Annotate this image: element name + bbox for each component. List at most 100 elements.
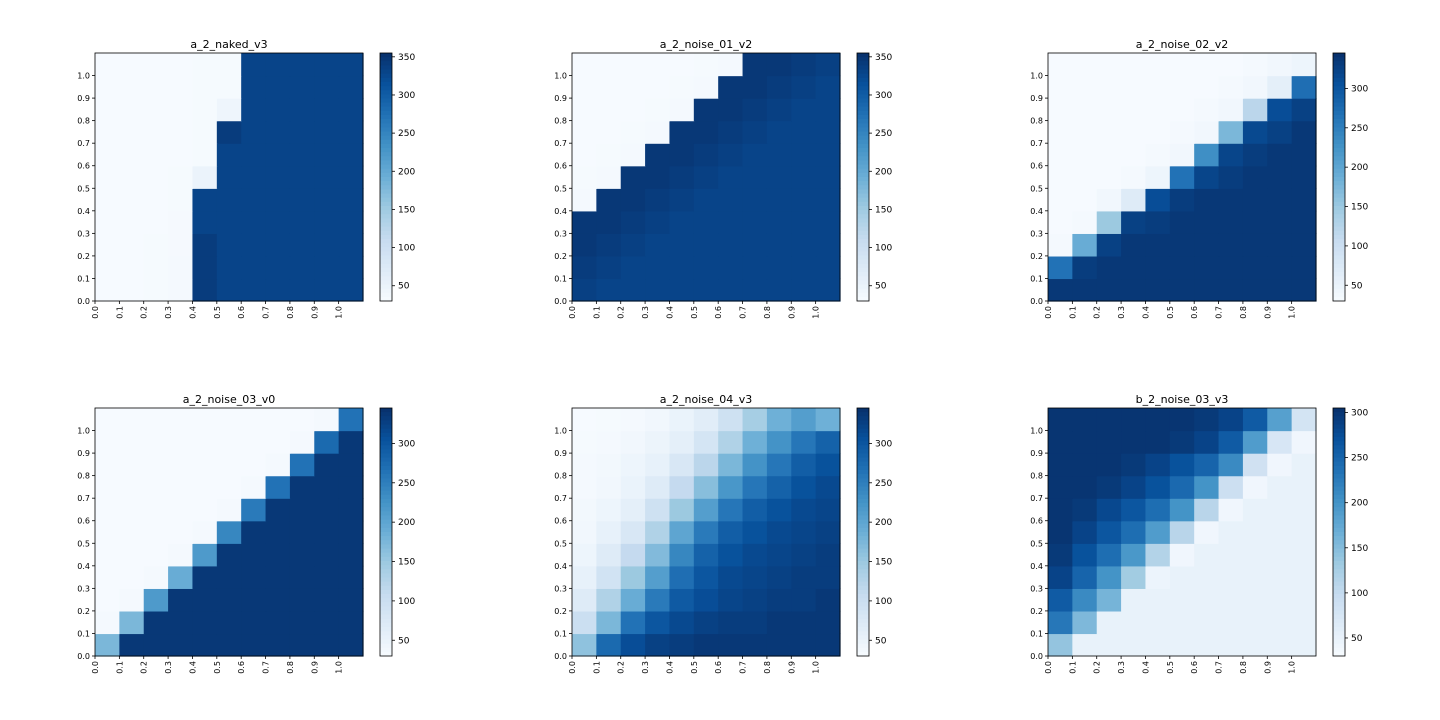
colorbar-segment: [380, 226, 392, 232]
y-tick-label: 0.2: [1030, 607, 1043, 616]
heatmap-cell: [289, 408, 315, 432]
heatmap-cell: [1194, 633, 1220, 657]
heatmap-cell: [620, 210, 646, 234]
heatmap-cell: [1218, 520, 1244, 544]
colorbar-segment: [380, 247, 392, 252]
heatmap-cell: [168, 278, 194, 302]
heatmap-cell: [265, 588, 291, 612]
colorbar-segment: [380, 639, 392, 645]
colorbar-segment: [380, 160, 392, 166]
colorbar-segment: [857, 449, 869, 454]
heatmap-cell: [791, 143, 817, 167]
heatmap-cell: [742, 498, 768, 522]
colorbar-segment: [857, 618, 869, 624]
x-tick-label: 0.7: [262, 306, 271, 319]
colorbar-segment: [380, 651, 392, 657]
colorbar-segment: [857, 490, 869, 496]
heatmap-cell: [314, 120, 340, 144]
colorbar-segment: [857, 288, 869, 294]
heatmap-cell: [572, 53, 597, 77]
heatmap-cell: [669, 633, 695, 657]
heatmap-cell: [669, 233, 695, 257]
heatmap-cell: [1096, 565, 1122, 589]
heatmap-cell: [620, 565, 646, 589]
y-tick-label: 0.6: [77, 517, 90, 526]
heatmap-cell: [289, 543, 315, 567]
heatmap-cell: [1072, 430, 1098, 454]
heatmap-cell: [1267, 588, 1293, 612]
heatmap-cell: [1145, 143, 1171, 167]
heatmap-cell: [1145, 408, 1171, 432]
colorbar-segment: [1333, 627, 1345, 632]
heatmap-cell: [168, 633, 194, 657]
colorbar-segment: [857, 589, 869, 595]
colorbar-segment: [380, 131, 392, 137]
heatmap-cell: [791, 53, 817, 77]
heatmap-cell: [143, 98, 169, 122]
heatmap-cell: [766, 188, 792, 212]
colorbar-segment: [857, 201, 869, 207]
heatmap-cell: [314, 210, 340, 234]
heatmap-cell: [1121, 188, 1147, 212]
heatmap-cell: [143, 210, 169, 234]
heatmap-cell: [1291, 143, 1317, 167]
heatmap-cell: [1048, 120, 1073, 144]
colorbar-segment: [1333, 540, 1345, 545]
colorbar-segment: [1333, 98, 1345, 104]
heatmap-cell: [143, 610, 169, 635]
colorbar-segment: [857, 577, 869, 583]
y-tick-label: 1.0: [554, 427, 567, 436]
panel-title: b_2_noise_03_v3: [1136, 393, 1229, 406]
heatmap-cell: [1267, 453, 1293, 477]
heatmap-cell: [742, 453, 768, 477]
heatmap-cell: [620, 233, 646, 257]
heatmap-cell: [95, 210, 120, 234]
colorbar-segment: [1333, 94, 1345, 99]
heatmap-cell: [1291, 210, 1317, 234]
colorbar-segment: [380, 486, 392, 492]
x-tick-label: 0.2: [1093, 661, 1102, 674]
heatmap-cell: [766, 120, 792, 144]
heatmap-cell: [693, 633, 719, 657]
heatmap-cell: [596, 75, 622, 99]
heatmap-cell: [1169, 610, 1195, 635]
colorbar-segment: [380, 296, 392, 302]
heatmap-cell: [1242, 610, 1268, 635]
heatmap-cell: [645, 98, 671, 122]
heatmap-cell: [143, 408, 169, 432]
x-tick-label: 0.2: [140, 306, 149, 319]
colorbar-segment: [380, 255, 392, 261]
heatmap-cell: [216, 588, 242, 612]
heatmap-cell: [216, 165, 242, 189]
colorbar-segment: [857, 86, 869, 91]
colorbar-segment: [1333, 581, 1345, 587]
heatmap-cell: [143, 75, 169, 99]
heatmap-cell: [572, 143, 597, 167]
x-tick-label: 0.5: [213, 661, 222, 674]
heatmap-cell: [1242, 233, 1268, 257]
colorbar-segment: [1333, 544, 1345, 550]
heatmap-cell: [1048, 143, 1073, 167]
heatmap-cell: [1145, 453, 1171, 477]
heatmap-cell: [620, 408, 646, 432]
heatmap-cell: [596, 453, 622, 477]
heatmap-cell: [168, 520, 194, 544]
heatmap-cell: [1145, 98, 1171, 122]
colorbar-segment: [857, 98, 869, 104]
colorbar-segment: [1333, 185, 1345, 190]
heatmap-cell: [645, 565, 671, 589]
heatmap-cell: [241, 520, 267, 544]
heatmap-cell: [95, 188, 120, 212]
colorbar-segment: [380, 594, 392, 599]
heatmap-cell: [338, 520, 364, 544]
x-tick-label: 0.0: [91, 661, 100, 674]
heatmap-cell: [1072, 165, 1098, 189]
heatmap-cell: [742, 543, 768, 567]
heatmap-cell: [1291, 565, 1317, 589]
colorbar-segment: [380, 457, 392, 463]
heatmap-cell: [241, 120, 267, 144]
colorbar-segment: [380, 197, 392, 203]
heatmap-cell: [596, 498, 622, 522]
heatmap-cell: [216, 143, 242, 167]
